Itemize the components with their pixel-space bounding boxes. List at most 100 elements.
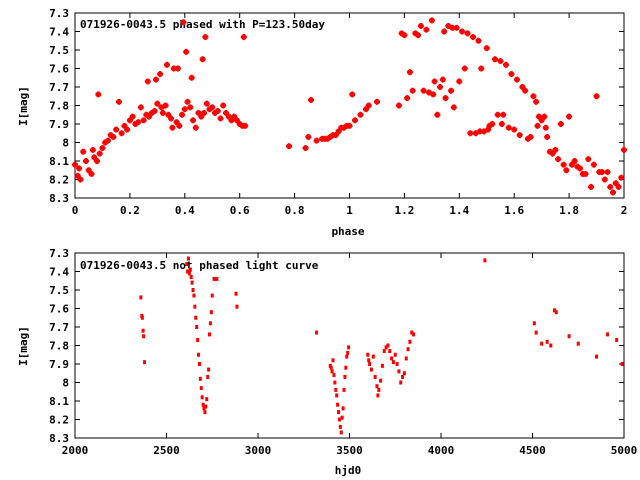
data-point [540,341,544,346]
data-point [404,95,411,102]
data-point [511,126,518,133]
data-point [571,158,578,164]
data-point [346,350,350,355]
data-point [423,26,430,33]
x-tick-label: 1.4 [449,204,469,217]
data-point [399,380,403,385]
data-point [142,334,146,339]
y-tick-label: 7.4 [49,266,69,279]
data-point [129,113,136,120]
data-point [197,362,201,366]
data-point [201,109,208,116]
data-point [402,371,406,376]
data-point [235,304,239,309]
x-tick-label: 1 [346,204,353,217]
data-point [459,28,466,35]
data-point [212,276,216,281]
x-tick-label: 4000 [428,444,455,457]
data-point [168,115,175,122]
data-point [549,150,556,157]
data-point [534,330,538,335]
data-point [530,93,537,100]
data-point [376,393,380,398]
y-axis-label: I[mag] [17,326,30,366]
data-point [382,349,386,354]
y-tick-label: 8 [62,137,69,150]
data-point [331,358,335,363]
data-point [184,98,191,105]
y-tick-label: 7.8 [49,100,69,113]
data-point [347,345,351,350]
data-point [206,374,210,379]
data-point [152,76,159,83]
data-point [157,71,164,78]
data-point [349,91,356,98]
x-tick-label: 0.4 [175,204,195,217]
y-tick-label: 8.2 [49,174,69,187]
data-point [176,122,183,129]
data-point [170,65,177,72]
y-tick-label: 7.8 [49,340,69,353]
data-point [439,76,446,83]
data-point [368,362,372,366]
data-point [195,325,199,329]
data-point [391,360,395,365]
data-point [430,91,437,98]
data-point [179,111,186,118]
data-point [342,387,346,392]
data-point [395,102,402,109]
data-point [89,146,96,153]
data-point [188,267,192,272]
data-point [313,137,320,144]
y-tick-label: 8.2 [49,414,69,427]
data-point [186,269,190,274]
x-tick-label: 0.6 [230,204,250,217]
y-tick-label: 8.1 [49,395,69,408]
data-point [397,369,401,374]
data-point [99,145,106,152]
data-point [209,104,216,111]
data-point [442,95,449,102]
data-point [124,126,131,133]
y-tick-label: 7.6 [49,303,69,316]
data-point [163,61,170,68]
data-point [225,113,232,120]
data-point [93,158,100,164]
data-point [190,117,197,124]
data-point [315,330,319,335]
data-point [337,410,341,415]
data-point [365,102,372,109]
x-tick-label: 3000 [245,444,272,457]
data-point [338,424,342,429]
data-point [154,100,161,107]
y-tick-label: 7.5 [49,44,69,57]
data-point [209,310,213,315]
data-point [453,24,460,31]
data-point [340,415,344,420]
data-point [286,143,293,150]
data-point [585,156,592,163]
panel-title: 071926-0043.5 not phased light curve [80,259,319,272]
x-tick-label: 2 [621,204,628,217]
data-point [505,124,512,131]
data-point [386,343,390,348]
data-point [595,354,599,359]
data-point [346,122,353,129]
data-point [371,354,375,359]
data-point [195,109,202,116]
data-point [377,387,381,392]
data-point [607,183,614,190]
data-point [76,165,83,172]
data-point [373,374,377,379]
data-point [567,334,571,339]
data-point [344,365,348,370]
data-point [498,121,505,127]
data-point [214,108,221,115]
data-point [541,113,548,120]
data-point [576,341,580,346]
data-point [194,315,198,320]
data-point [159,109,166,116]
data-point [434,111,441,118]
data-point [220,102,227,109]
data-point [366,352,370,357]
